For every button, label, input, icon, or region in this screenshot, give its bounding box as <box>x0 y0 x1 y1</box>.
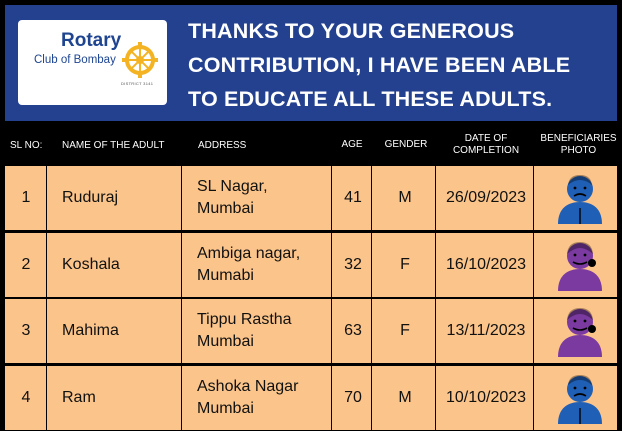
banner: Rotary Club of Bombay DISTRICT 3141 THAN… <box>0 0 622 124</box>
header-gender: GENDER <box>384 139 428 150</box>
female-avatar-icon <box>558 242 602 291</box>
table-row: 2 Koshala Ambiga nagar, Mumabi 32 F 16/10/2023 <box>5 233 617 297</box>
cell-age: 32 <box>344 256 362 273</box>
female-avatar-icon <box>558 308 602 357</box>
cell-name: Mahima <box>62 322 119 339</box>
address-line-1: Ambiga nagar, <box>197 245 301 262</box>
column-divider <box>435 233 436 297</box>
cell-sl-no: 3 <box>21 322 31 339</box>
header-age: AGE <box>341 139 363 150</box>
table-header: SL NO: NAME OF THE ADULT ADDRESS AGE GEN… <box>0 127 622 163</box>
header-sl-no: SL NO: <box>10 139 43 151</box>
column-divider <box>46 366 47 430</box>
cell-date: 26/09/2023 <box>445 189 527 206</box>
address-text: Tippu Rastha Mumbai <box>197 309 292 353</box>
column-divider <box>435 299 436 363</box>
headline-line-1: THANKS TO YOUR GENEROUS <box>188 19 515 43</box>
column-divider <box>181 166 182 230</box>
cell-name: Ram <box>62 389 96 406</box>
address-line-2: Mumbai <box>197 200 254 217</box>
cell-address: SL Nagar, Mumbai <box>197 166 332 230</box>
headline-line-2: CONTRIBUTION, I HAVE BEEN ABLE <box>188 53 571 77</box>
column-divider <box>46 166 47 230</box>
header-date: DATE OF COMPLETION <box>438 127 534 163</box>
header-date-line1: DATE OF <box>464 133 508 144</box>
column-divider <box>181 366 182 430</box>
cell-age: 63 <box>344 322 362 339</box>
logo-club-text: Club of Bombay <box>34 54 116 66</box>
cell-gender: F <box>400 322 410 339</box>
header-address: ADDRESS <box>198 139 247 151</box>
column-divider <box>181 233 182 297</box>
cell-date: 10/10/2023 <box>445 389 527 406</box>
address-line-1: SL Nagar, <box>197 178 268 195</box>
male-avatar-icon <box>558 175 602 224</box>
cell-address: Ambiga nagar, Mumabi <box>197 233 332 297</box>
column-divider <box>533 233 534 297</box>
address-line-2: Mumbai <box>197 333 254 350</box>
column-divider <box>331 299 332 363</box>
headline-line-3: TO EDUCATE ALL THESE ADULTS. <box>188 87 553 111</box>
address-line-2: Mumabi <box>197 267 254 284</box>
cell-name: Ruduraj <box>62 189 119 206</box>
column-divider <box>371 366 372 430</box>
column-divider <box>331 366 332 430</box>
column-divider <box>181 299 182 363</box>
column-divider <box>533 366 534 430</box>
male-avatar-icon <box>558 375 602 424</box>
cell-sl-no: 2 <box>21 256 31 273</box>
address-text: Ambiga nagar, Mumabi <box>197 243 300 287</box>
cell-sl-no: 4 <box>21 389 31 406</box>
cell-date: 13/11/2023 <box>446 322 526 339</box>
cell-gender: F <box>400 256 410 273</box>
address-text: Ashoka Nagar Mumbai <box>197 376 298 420</box>
cell-gender: M <box>398 189 412 206</box>
cell-age: 70 <box>344 389 362 406</box>
cell-sl-no: 1 <box>21 189 31 206</box>
logo-district-text: DISTRICT 3141 <box>121 81 154 86</box>
cell-age: 41 <box>344 189 362 206</box>
header-photo-line1: BENEFICIARIES <box>540 133 617 144</box>
rotary-wheel-icon <box>122 42 158 78</box>
column-divider <box>435 366 436 430</box>
cell-gender: M <box>398 389 412 406</box>
cell-address: Tippu Rastha Mumbai <box>197 299 332 363</box>
column-divider <box>331 233 332 297</box>
cell-name: Koshala <box>62 256 120 273</box>
table-row: 4 Ram Ashoka Nagar Mumbai 70 M 10/10/2023 <box>5 366 617 430</box>
cell-address: Ashoka Nagar Mumbai <box>197 366 332 430</box>
rotary-logo: Rotary Club of Bombay DISTRICT 3141 <box>18 20 167 105</box>
address-line-1: Ashoka Nagar <box>197 378 299 395</box>
column-divider <box>371 233 372 297</box>
logo-rotary-text: Rotary <box>61 30 122 51</box>
address-text: SL Nagar, Mumbai <box>197 176 268 220</box>
header-name: NAME OF THE ADULT <box>62 139 165 151</box>
column-divider <box>435 166 436 230</box>
header-date-line2: COMPLETION <box>452 145 520 156</box>
cell-date: 16/10/2023 <box>445 256 527 273</box>
table-row: 3 Mahima Tippu Rastha Mumbai 63 F 13/11/2023 <box>5 299 617 363</box>
column-divider <box>533 166 534 230</box>
address-line-1: Tippu Rastha <box>197 311 292 328</box>
column-divider <box>331 166 332 230</box>
column-divider <box>371 299 372 363</box>
header-photo-line2: PHOTO <box>560 145 597 156</box>
address-line-2: Mumbai <box>197 400 254 417</box>
column-divider <box>371 166 372 230</box>
column-divider <box>533 299 534 363</box>
column-divider <box>46 299 47 363</box>
column-divider <box>46 233 47 297</box>
table-row: 1 Ruduraj SL Nagar, Mumbai 41 M 26/09/2023 <box>5 166 617 230</box>
header-photo: BENEFICIARIES PHOTO <box>535 127 622 163</box>
